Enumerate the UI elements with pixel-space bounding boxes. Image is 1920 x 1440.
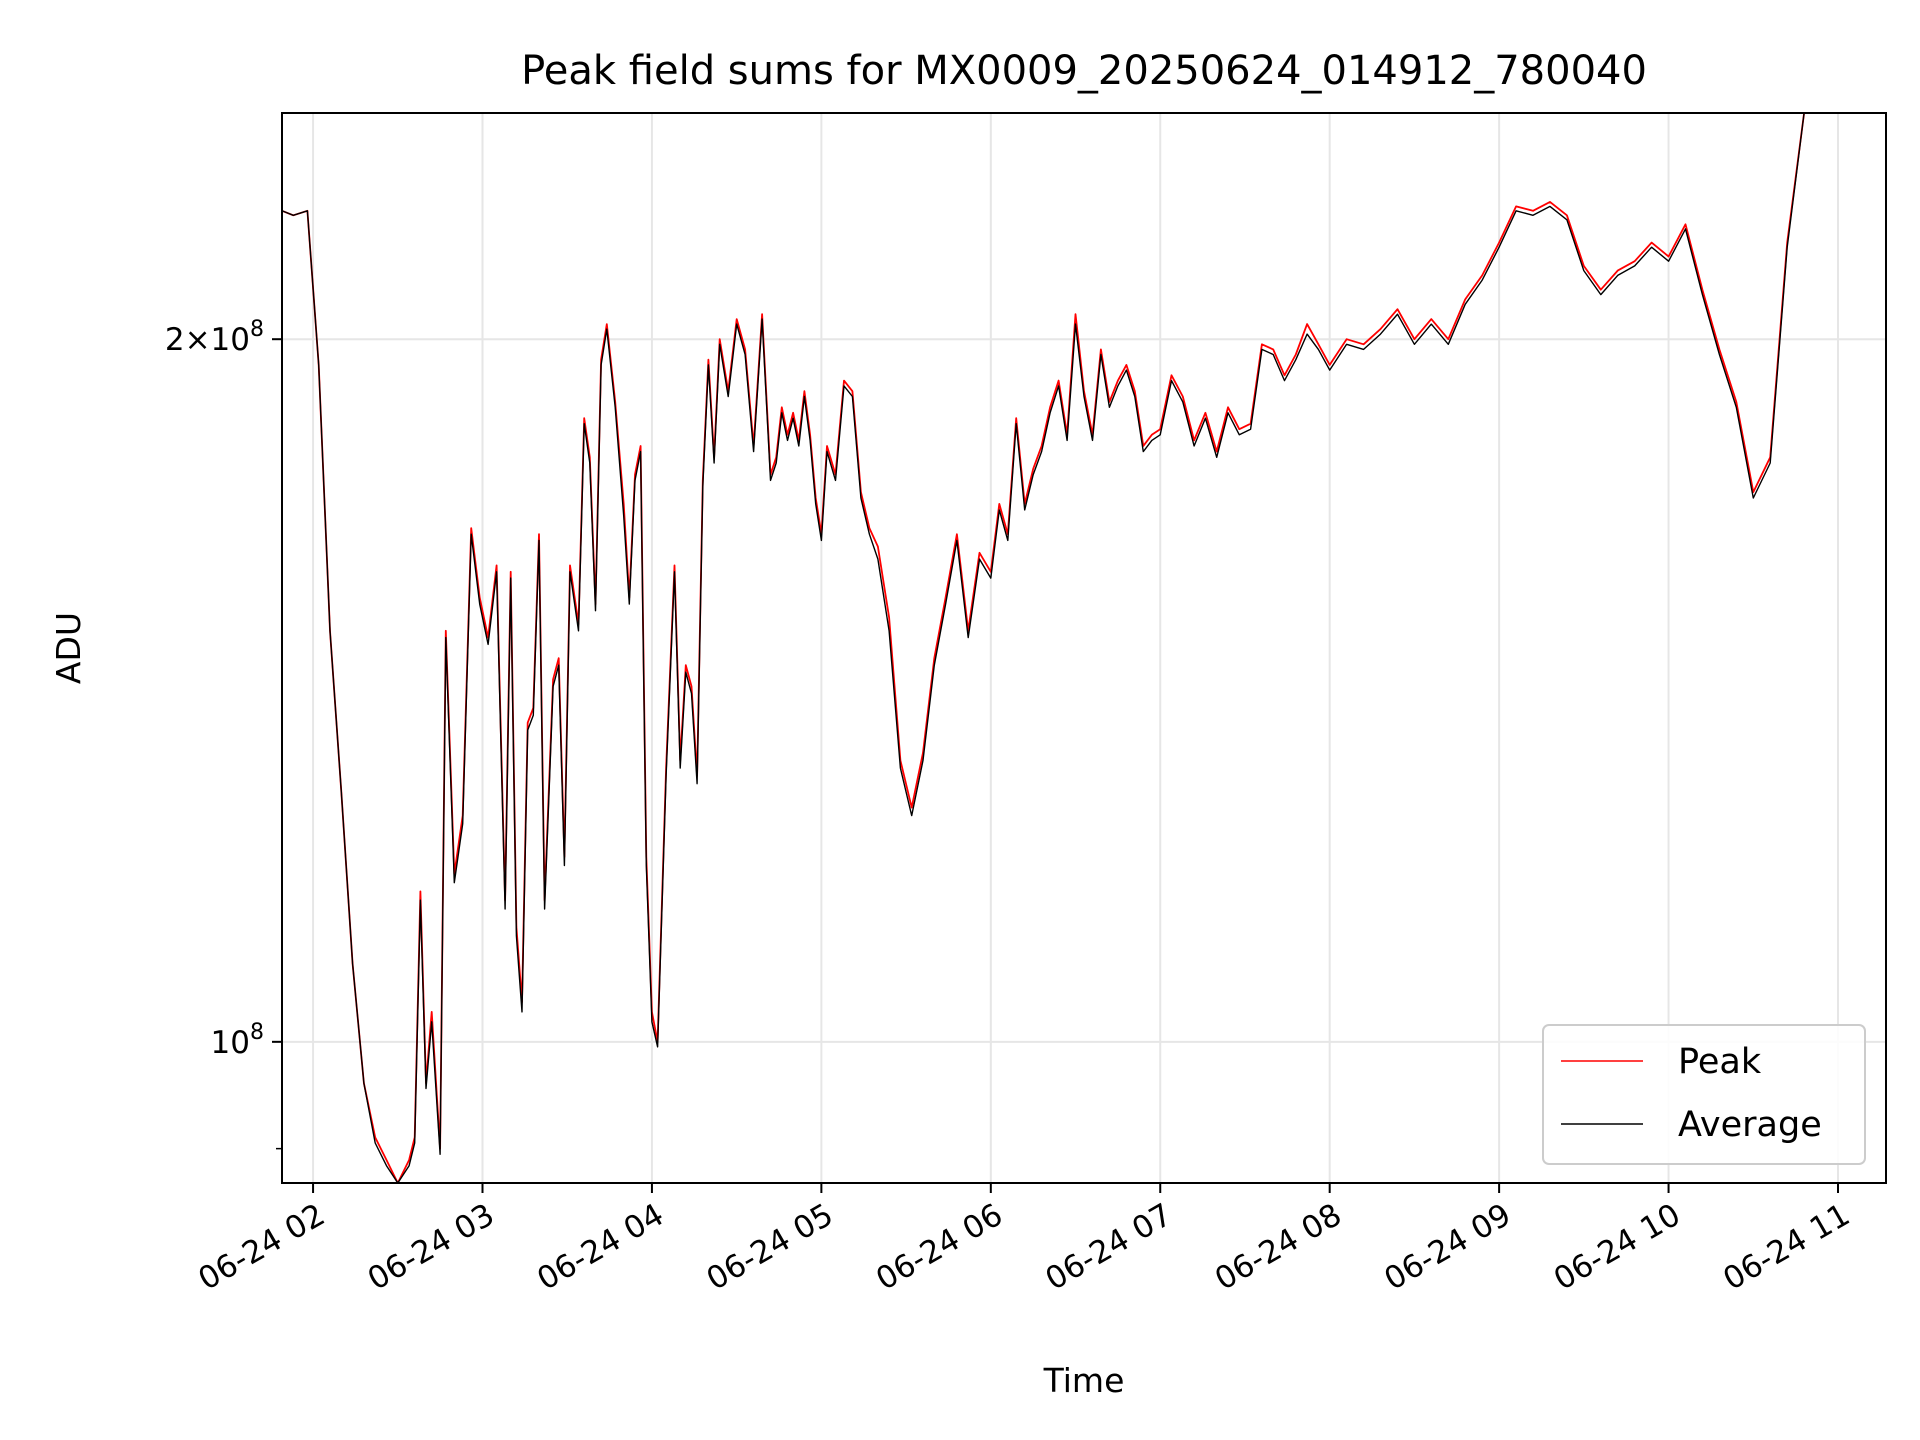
chart-title: Peak field sums for MX0009_20250624_0149… bbox=[521, 48, 1647, 94]
series-layer bbox=[282, 113, 1805, 1183]
y-axis-label: ADU bbox=[49, 612, 88, 684]
plot-frame bbox=[281, 112, 1887, 1184]
legend-label-average: Average bbox=[1678, 1105, 1822, 1145]
series-line-average bbox=[282, 113, 1805, 1183]
x-axis-label: Time bbox=[1043, 1361, 1125, 1400]
legend-box bbox=[1542, 1024, 1866, 1165]
y-tick-label: 108 bbox=[211, 1020, 264, 1061]
legend: Peak Average bbox=[1542, 1024, 1866, 1165]
legend-label-peak: Peak bbox=[1678, 1042, 1762, 1082]
y-tick-label: 2×108 bbox=[165, 317, 264, 358]
